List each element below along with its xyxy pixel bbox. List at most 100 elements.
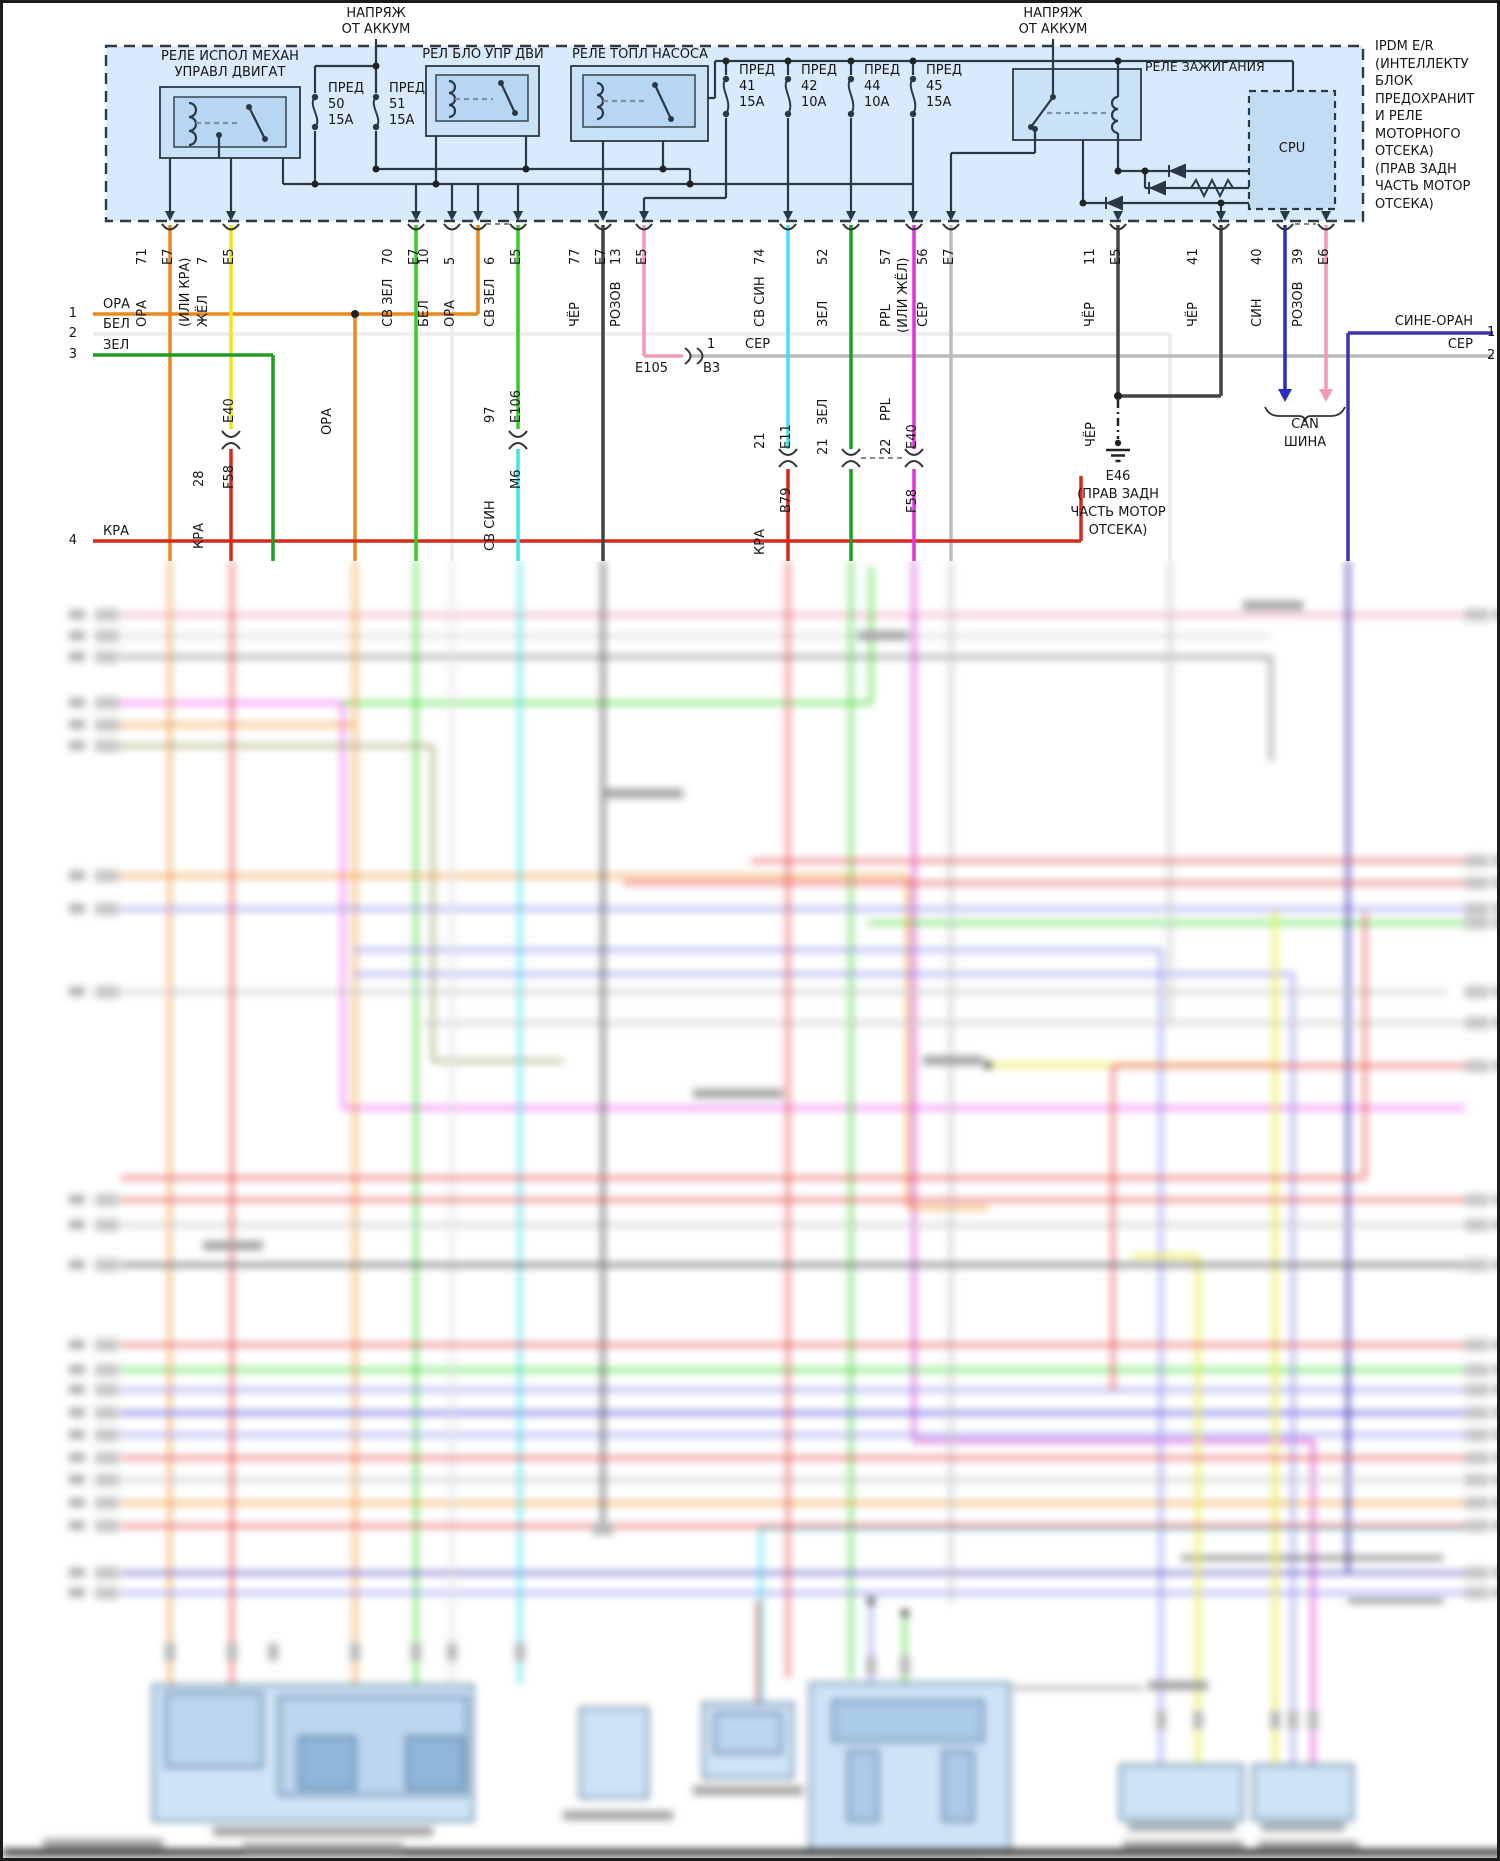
- row-wire: СИНЕ-ОРАН: [1394, 314, 1473, 329]
- pin-connector: Е6: [1317, 248, 1332, 266]
- blurred-wiring: [3, 561, 1497, 1856]
- connector-name: Е11: [779, 424, 794, 449]
- connector-pin: 97: [483, 406, 498, 423]
- fuse-label: ПРЕД: [926, 63, 962, 78]
- row-wire: ОРА: [103, 297, 130, 312]
- wire-color-label: СВ СИН: [483, 500, 498, 551]
- pin-number: 57: [879, 248, 894, 265]
- connector-pin: 1: [707, 337, 716, 352]
- fuse-terminal-dots: [311, 75, 917, 131]
- blurred-lower-diagram: [3, 561, 1497, 1858]
- relay-coil-switch-symbols: [188, 79, 1119, 158]
- connector-name: Е40: [905, 424, 920, 449]
- battery-voltage-label-1a: НАПРЯЖ: [346, 6, 406, 21]
- ground-symbol: [1106, 400, 1130, 463]
- pin-wire-color: РОЗОВ: [609, 281, 624, 327]
- pin-wire-color: БЕЛ: [417, 300, 432, 327]
- connector-name: Е40: [222, 398, 237, 423]
- pin-wire-color: ЧЁР: [568, 302, 583, 327]
- pin-wire-color: СВ ЗЕЛ: [381, 278, 396, 327]
- battery-voltage-label-2a: НАПРЯЖ: [1023, 6, 1083, 21]
- connector-pin: 22: [879, 438, 894, 455]
- pin-connector: Е7: [161, 248, 176, 266]
- connector-name: М6: [509, 469, 524, 490]
- pin-number: 7: [196, 256, 211, 265]
- pin-wire-color: СЕР: [916, 301, 931, 327]
- junction-dots: [311, 57, 1225, 400]
- connector-name: Е106: [509, 389, 524, 423]
- fuse-label: ПРЕД: [864, 63, 900, 78]
- ground-code: Е46: [1105, 469, 1131, 484]
- pin-wire-color: РОЗОВ: [1291, 281, 1306, 327]
- relay-fuel-pump-box: [570, 65, 709, 142]
- pin-wire-color: ЧЁР: [1083, 302, 1098, 327]
- pin-number: 52: [816, 248, 831, 265]
- row-wire: БЕЛ: [103, 317, 130, 332]
- wire-ser: [691, 225, 1493, 561]
- fuse-label: 10А: [864, 95, 890, 110]
- cpu-label: CPU: [1278, 141, 1306, 156]
- fuse-label: 42: [801, 79, 818, 94]
- row-number: 2: [68, 326, 77, 341]
- wire-color-label: ЧЁР: [1084, 422, 1099, 447]
- ipdm-note-line: ПРЕДОХРАНИТ: [1375, 92, 1475, 107]
- row-number: 2: [1487, 348, 1496, 363]
- pin-number: 11: [1083, 248, 1098, 265]
- ipdm-note-line: IPDM E/R: [1375, 39, 1434, 54]
- relay-ignition-label: РЕЛЕ ЗАЖИГАНИЯ: [1145, 59, 1265, 74]
- pin-wire-color: ЗЕЛ: [816, 300, 831, 327]
- relay-ecm-box: [425, 65, 540, 137]
- wire-color-label: СЕР: [745, 337, 771, 352]
- pin-connector: Е5: [635, 248, 650, 266]
- wire-color-label: ОРА: [320, 408, 335, 435]
- pin-connector: Е5: [222, 248, 237, 266]
- relay-engine-control-box: [159, 86, 301, 159]
- wire-sv-sin: [516, 225, 790, 561]
- pin-wire-color: ОРА: [135, 300, 150, 327]
- pin-number: 13: [609, 248, 624, 265]
- ipdm-note-line: (ИНТЕЛЛЕКТУ: [1375, 57, 1469, 72]
- pin-connector: Е5: [509, 248, 524, 266]
- battery-voltage-label-2b: ОТ АККУМ: [1018, 22, 1088, 37]
- relay-contact-dots: [216, 80, 1056, 142]
- inline-connector-symbols: [221, 347, 924, 468]
- fuse-label: 10А: [801, 95, 827, 110]
- ipdm-note-line: ЧАСТЬ МОТОР: [1375, 179, 1471, 194]
- fuse-label: 50: [328, 97, 345, 112]
- row-number: 4: [68, 533, 77, 548]
- ground-note: ОТСЕКА): [1088, 523, 1148, 538]
- pin-wire-color: СВ СИН: [753, 276, 768, 327]
- fuse-label: 15А: [328, 113, 354, 128]
- fuse-label: ПРЕД: [801, 63, 837, 78]
- wire-sv-zel: [414, 225, 520, 561]
- pin-number: 56: [916, 248, 931, 265]
- connector-name: Е105: [635, 361, 669, 376]
- pin-wire-color: СВ ЗЕЛ: [483, 278, 498, 327]
- fuse-label: ПРЕД: [739, 63, 775, 78]
- ipdm-note-line: ОТСЕКА): [1375, 144, 1434, 159]
- can-bus-arrows: [1264, 389, 1346, 423]
- fuse-label: 15А: [926, 95, 952, 110]
- pin-connector: Е7: [594, 248, 609, 266]
- pin-wire-color: ЖЁЛ: [196, 295, 211, 327]
- connector-pin: 28: [192, 470, 207, 487]
- pin-exit-arrows: [165, 211, 1331, 221]
- wire-kra: [93, 449, 1083, 561]
- schematic-canvas: [93, 39, 1493, 561]
- wire-ora: [93, 225, 480, 561]
- row-number: 1: [68, 306, 77, 321]
- can-brace: [1264, 406, 1346, 423]
- wire-color-label: КРА: [753, 529, 768, 555]
- pin-connector: Е5: [1109, 248, 1124, 266]
- connector-pin: 21: [753, 432, 768, 449]
- relay-fuel-pump-label: РЕЛЕ ТОПЛ НАСОСА: [572, 47, 708, 62]
- fuse-label: ПРЕД: [328, 81, 364, 96]
- ipdm-note-line: БЛОК: [1375, 74, 1414, 89]
- battery-voltage-label-1b: ОТ АККУМ: [341, 22, 411, 37]
- pin-number: 74: [753, 248, 768, 265]
- pin-wire-color: СИН: [1250, 298, 1265, 327]
- ground-note: (ПРАВ ЗАДН: [1077, 487, 1159, 502]
- diode-symbols: [1105, 163, 1186, 211]
- ipdm-note-line: (ПРАВ ЗАДН: [1375, 162, 1457, 177]
